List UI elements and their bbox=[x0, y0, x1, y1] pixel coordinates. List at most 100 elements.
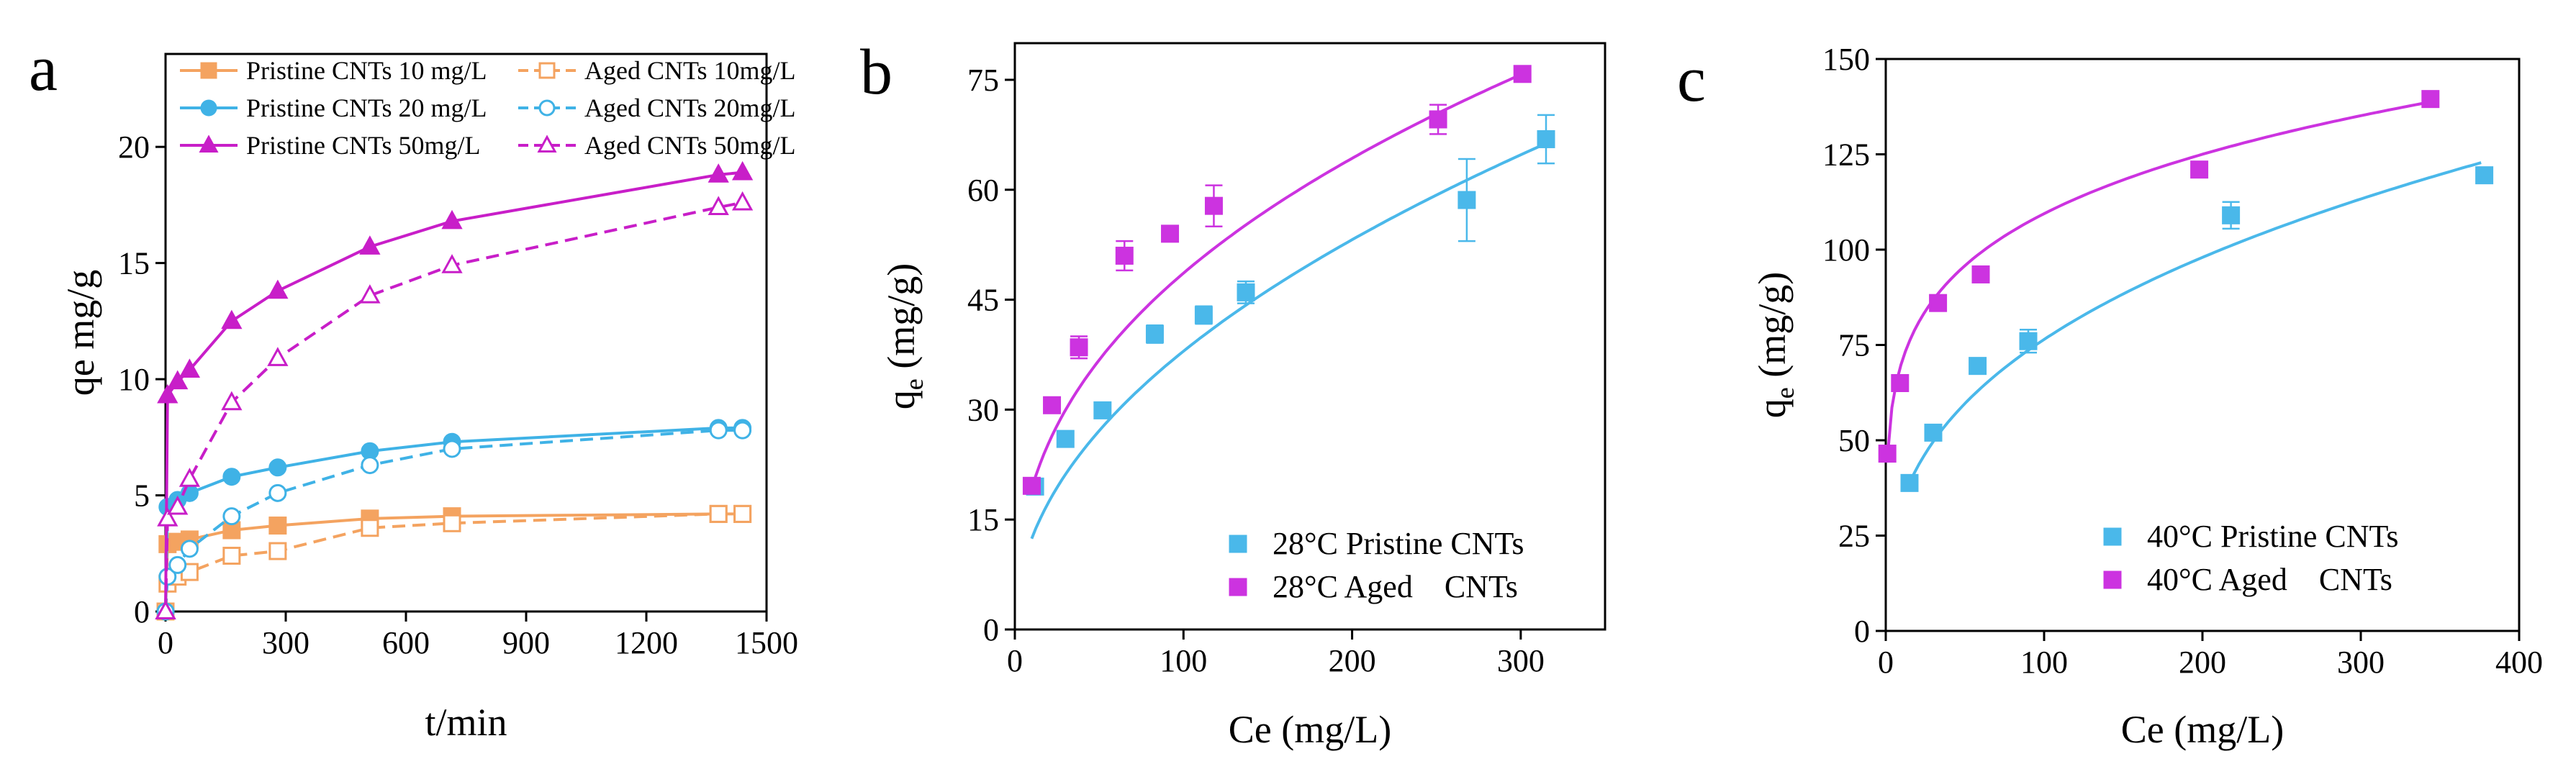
b-data-point bbox=[1194, 306, 1213, 324]
a-data-point bbox=[359, 284, 381, 304]
c-data-point bbox=[2222, 206, 2241, 224]
b-data-point bbox=[1043, 396, 1062, 414]
a-y-tick-label: 0 bbox=[134, 594, 150, 629]
a-data-point bbox=[167, 495, 189, 515]
c-data-point bbox=[2475, 166, 2494, 185]
b-x-tick-label: 200 bbox=[1329, 643, 1376, 678]
a-data-point bbox=[443, 514, 461, 532]
a-legend-label: Aged CNTs 10mg/L bbox=[584, 56, 795, 85]
b-data-point bbox=[1056, 429, 1075, 448]
a-x-tick-label: 900 bbox=[502, 625, 550, 660]
b-data-point bbox=[1115, 246, 1134, 265]
c-legend-marker bbox=[2103, 570, 2122, 589]
b-data-point bbox=[1022, 476, 1041, 495]
c-legend-label: 40°C Pristine CNTs bbox=[2147, 519, 2398, 554]
a-data-point bbox=[731, 160, 754, 181]
a-data-point bbox=[157, 383, 178, 404]
c-data-point bbox=[1891, 374, 1910, 392]
b-data-point bbox=[1537, 129, 1555, 148]
a-legend-marker bbox=[199, 135, 219, 153]
a-data-point bbox=[441, 254, 463, 273]
a-y-tick-label: 5 bbox=[134, 478, 150, 514]
b-y-tick-label: 30 bbox=[967, 392, 999, 427]
c-data-point bbox=[1969, 357, 1987, 376]
b-data-point bbox=[1204, 196, 1223, 215]
a-data-point bbox=[708, 163, 729, 183]
b-data-point bbox=[1070, 338, 1088, 357]
a-data-point bbox=[167, 370, 189, 390]
a-data-point bbox=[709, 504, 728, 523]
a-data-point bbox=[361, 519, 379, 537]
c-data-point bbox=[2190, 160, 2209, 179]
b-y-tick-label: 0 bbox=[983, 612, 999, 647]
a-data-point bbox=[733, 504, 752, 523]
a-x-axis-label: t/min bbox=[425, 701, 507, 744]
a-x-tick-label: 1200 bbox=[615, 625, 678, 660]
a-data-point bbox=[359, 235, 381, 255]
a-panel-label: a bbox=[29, 33, 58, 104]
a-legend-marker bbox=[200, 62, 217, 79]
a-legend-label: Pristine CNTs 50mg/L bbox=[246, 131, 481, 160]
a-data-point bbox=[709, 421, 728, 440]
c-x-tick-label: 0 bbox=[1878, 645, 1894, 680]
panel-b: 0 100 200 300 0 15 30 45 60 75 b Ce (mg/L) qe (mg/g)… bbox=[860, 37, 1606, 751]
c-data-point bbox=[1924, 423, 1943, 442]
b-data-point bbox=[1429, 110, 1447, 129]
b-y-tick-label: 45 bbox=[967, 283, 999, 318]
a-data-point bbox=[221, 391, 243, 411]
c-y-tick-label: 100 bbox=[1822, 232, 1870, 268]
a-data-point bbox=[443, 440, 461, 458]
a-legend-marker bbox=[537, 135, 557, 153]
a-data-point bbox=[180, 540, 199, 558]
a-legend-label: Pristine CNTs 10 mg/L bbox=[246, 56, 487, 85]
c-y-tick-label: 150 bbox=[1822, 42, 1870, 77]
b-data-point bbox=[1513, 65, 1532, 83]
b-legend-label: 28°C Aged CNTs bbox=[1273, 569, 1518, 604]
c-x-axis-label: Ce (mg/L) bbox=[2121, 708, 2284, 751]
b-panel-label: b bbox=[860, 37, 892, 108]
a-data-point bbox=[268, 483, 287, 502]
a-x-tick-label: 0 bbox=[158, 625, 173, 660]
b-x-tick-label: 100 bbox=[1160, 643, 1207, 678]
b-data-point bbox=[1458, 191, 1476, 209]
b-data-point bbox=[1237, 283, 1255, 301]
c-data-point bbox=[1878, 445, 1897, 463]
c-legend: 40°C Pristine CNTs 40°C Aged CNTs bbox=[2103, 519, 2398, 597]
c-data-point bbox=[1971, 265, 1990, 283]
a-data-point bbox=[157, 507, 178, 527]
a-data-point bbox=[268, 517, 287, 535]
c-x-tick-label: 400 bbox=[2495, 645, 2543, 680]
c-legend-label: 40°C Aged CNTs bbox=[2147, 562, 2392, 597]
b-y-axis-label: qe (mg/g) bbox=[880, 263, 928, 409]
c-y-label-tail: (mg/g) bbox=[1750, 272, 1794, 387]
c-data-point bbox=[1929, 294, 1948, 312]
a-data-point bbox=[178, 358, 201, 378]
c-panel-label: c bbox=[1677, 44, 1706, 115]
b-y-tick-label: 75 bbox=[967, 63, 999, 98]
b-y-label-tail: (mg/g) bbox=[880, 263, 923, 378]
a-data-point bbox=[178, 468, 201, 487]
c-y-label-main: q bbox=[1750, 399, 1794, 418]
a-data-point bbox=[222, 507, 241, 526]
a-legend-label: Aged CNTs 20mg/L bbox=[584, 94, 795, 122]
a-x-tick-label: 1500 bbox=[735, 625, 798, 660]
c-y-tick-label: 50 bbox=[1838, 423, 1870, 458]
a-x-tick-label: 300 bbox=[262, 625, 309, 660]
a-y-tick-label: 15 bbox=[118, 246, 150, 281]
a-data-point bbox=[155, 600, 176, 619]
c-fit-curve bbox=[1908, 161, 2482, 484]
c-data-point bbox=[1900, 473, 1919, 492]
a-legend-marker bbox=[538, 99, 556, 117]
a-legend-label: Aged CNTs 50mg/L bbox=[584, 131, 795, 160]
a-series-line bbox=[164, 512, 743, 612]
a-x-tick-label: 600 bbox=[382, 625, 430, 660]
a-data-point bbox=[268, 458, 287, 477]
a-legend-label: Pristine CNTs 20 mg/L bbox=[246, 94, 487, 122]
c-y-tick-label: 75 bbox=[1838, 328, 1870, 363]
c-data-point bbox=[2019, 332, 2038, 350]
c-y-label-sub: e bbox=[1771, 387, 1799, 399]
c-fit-curve bbox=[1886, 101, 2429, 459]
a-plot-frame bbox=[164, 53, 768, 613]
a-legend-marker bbox=[538, 62, 556, 79]
